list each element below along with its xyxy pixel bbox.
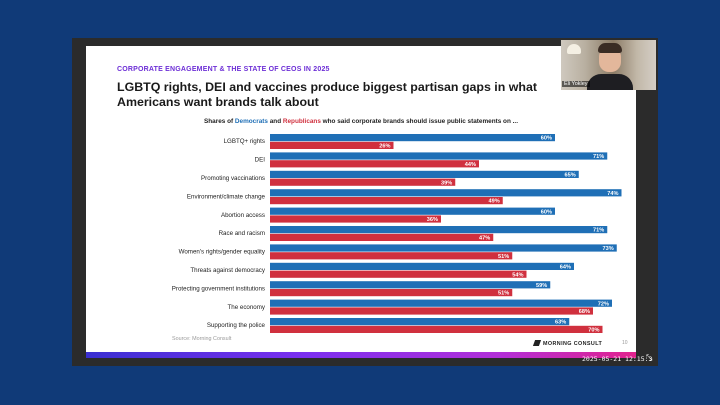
bar-republicans-protecting-government-institutions xyxy=(270,289,513,297)
category-label-promoting-vaccinations: Promoting vaccinations xyxy=(201,175,265,182)
category-label-abortion-access: Abortion access xyxy=(221,212,265,219)
bar-republicans-threats-against-democracy xyxy=(270,270,527,278)
category-label-supporting-the-police: Supporting the police xyxy=(207,322,266,329)
presenter-name-tag: Eli Yokley xyxy=(562,81,590,87)
value-label-republicans-race-and-racism: 47% xyxy=(479,236,490,242)
bar-democrats-promoting-vaccinations xyxy=(270,170,579,178)
bar-republicans-supporting-the-police xyxy=(270,325,603,333)
bar-republicans-race-and-racism xyxy=(270,233,494,241)
value-label-republicans-the-economy: 68% xyxy=(579,309,590,315)
bar-republicans-the-economy xyxy=(270,307,593,315)
subtitle-republicans: Republicans xyxy=(282,118,321,125)
value-label-democrats-dei: 71% xyxy=(593,154,604,160)
bar-democrats-abortion-access xyxy=(270,207,555,215)
lamp-shape xyxy=(567,44,581,54)
morning-consult-logo: MORNING CONSULT xyxy=(532,340,603,347)
logo-text: MORNING CONSULT xyxy=(543,341,603,347)
value-label-democrats-race-and-racism: 71% xyxy=(593,228,604,234)
page-number: 10 xyxy=(622,340,628,346)
bar-chart: LGBTQ+ rights 60% 26% DEI 71% 44% Promoting va… xyxy=(172,134,622,334)
value-label-republicans-dei: 44% xyxy=(465,162,476,168)
bar-democrats-environment-climate-change xyxy=(270,189,622,197)
slide-title: LGBTQ rights, DEI and vaccines produce b… xyxy=(117,80,537,109)
presenter-hair xyxy=(598,43,622,53)
bar-democrats-protecting-government-institutions xyxy=(270,281,551,289)
recording-timestamp: 2025-05-21 12:15:3 xyxy=(582,355,653,363)
value-label-democrats-supporting-the-police: 63% xyxy=(555,320,566,326)
presenter-body xyxy=(587,74,633,90)
chart-subtitle: Shares of Democrats and Republicans who … xyxy=(86,118,636,125)
category-label-threats-against-democracy: Threats against democracy xyxy=(190,267,266,274)
subtitle-and: and xyxy=(267,118,283,125)
bar-democrats-race-and-racism xyxy=(270,226,608,234)
value-label-republicans-promoting-vaccinations: 39% xyxy=(441,180,452,186)
bar-republicans-abortion-access xyxy=(270,215,441,223)
value-label-republicans-supporting-the-police: 70% xyxy=(588,328,599,334)
value-label-democrats-the-economy: 72% xyxy=(598,301,609,307)
bar-democrats-supporting-the-police xyxy=(270,318,570,326)
slide: CORPORATE ENGAGEMENT & THE STATE OF CEOS… xyxy=(86,46,636,358)
bar-democrats-the-economy xyxy=(270,299,612,307)
bar-republicans-lgbtq-rights xyxy=(270,141,394,149)
value-label-democrats-women-s-rights-gender-equality: 73% xyxy=(603,246,614,252)
value-label-democrats-protecting-government-institutions: 59% xyxy=(536,283,547,289)
value-label-democrats-threats-against-democracy: 64% xyxy=(560,265,571,271)
value-label-democrats-abortion-access: 60% xyxy=(541,209,552,215)
bar-republicans-women-s-rights-gender-equality xyxy=(270,252,513,260)
bar-republicans-dei xyxy=(270,160,479,168)
value-label-republicans-environment-climate-change: 49% xyxy=(489,199,500,205)
bar-democrats-lgbtq-rights xyxy=(270,134,555,142)
slide-kicker: CORPORATE ENGAGEMENT & THE STATE OF CEOS… xyxy=(117,66,330,73)
value-label-democrats-promoting-vaccinations: 65% xyxy=(565,173,576,179)
subtitle-prefix: Shares of xyxy=(204,118,235,125)
category-label-race-and-racism: Race and racism xyxy=(219,230,265,237)
expand-icon[interactable]: ⤡ xyxy=(646,353,653,362)
value-label-republicans-women-s-rights-gender-equality: 51% xyxy=(498,254,509,260)
value-label-democrats-lgbtq-rights: 60% xyxy=(541,136,552,142)
logo-mark-icon xyxy=(532,340,542,346)
bar-democrats-women-s-rights-gender-equality xyxy=(270,244,617,252)
subtitle-suffix: who said corporate brands should issue p… xyxy=(320,118,518,125)
category-label-protecting-government-institutions: Protecting government institutions xyxy=(172,285,265,292)
bar-republicans-promoting-vaccinations xyxy=(270,178,456,186)
category-label-the-economy: The economy xyxy=(228,304,266,311)
category-label-lgbtq-rights: LGBTQ+ rights xyxy=(224,138,265,145)
brand-gradient-bar xyxy=(86,352,636,358)
source-note: Source: Morning Consult xyxy=(172,336,232,342)
bar-democrats-threats-against-democracy xyxy=(270,262,574,270)
value-label-democrats-environment-climate-change: 74% xyxy=(607,191,618,197)
presenter-video-tile[interactable]: Eli Yokley xyxy=(561,40,656,90)
value-label-republicans-abortion-access: 36% xyxy=(427,217,438,223)
category-label-dei: DEI xyxy=(255,157,266,164)
value-label-republicans-lgbtq-rights: 26% xyxy=(379,144,390,150)
value-label-republicans-protecting-government-institutions: 51% xyxy=(498,291,509,297)
category-label-environment-climate-change: Environment/climate change xyxy=(187,193,266,200)
subtitle-democrats: Democrats xyxy=(234,118,268,125)
category-label-women-s-rights-gender-equality: Women's rights/gender equality xyxy=(179,249,266,256)
value-label-republicans-threats-against-democracy: 54% xyxy=(512,272,523,278)
bar-republicans-environment-climate-change xyxy=(270,197,503,205)
bar-democrats-dei xyxy=(270,152,608,160)
